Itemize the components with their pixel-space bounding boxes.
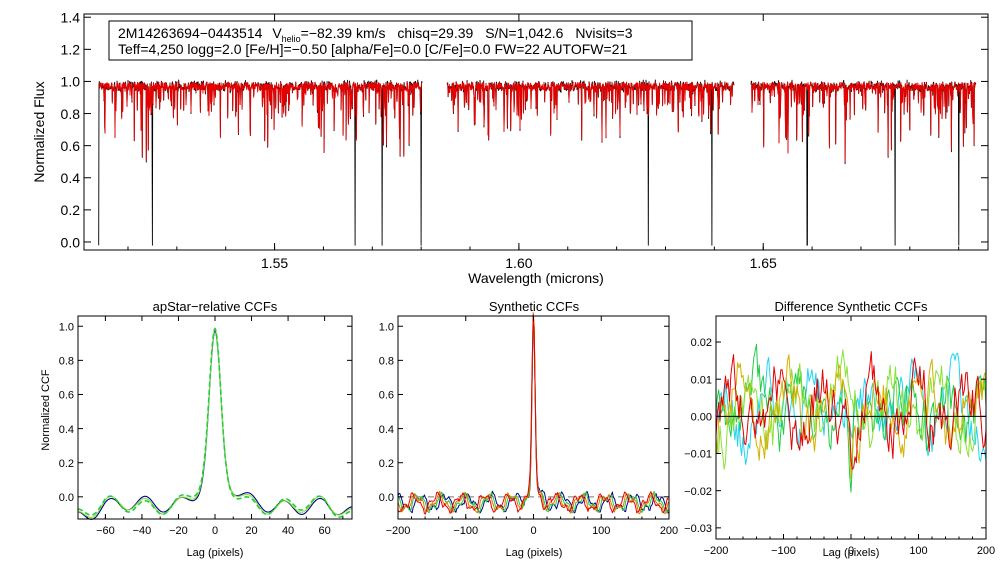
difference-ccf-xlabel: Lag (pixels) <box>823 547 880 559</box>
y-tick-label: 0.0 <box>379 492 394 504</box>
x-tick-label: −200 <box>704 545 729 557</box>
difference-ccf-panel: −200 −100 0 100 200 −0.03 −0.02 −0.01 0.00 0.01 0.… <box>684 299 995 559</box>
ccf-line-visit-3 <box>78 327 353 518</box>
x-tick-label: −200 <box>386 525 411 537</box>
synthetic-ccf-line-visit-3 <box>397 312 669 515</box>
y-tick-label: 0.4 <box>59 424 74 436</box>
spectrum-axes-frame <box>83 13 989 251</box>
legend-line-1: 2M14263694−0443514 Vhelio=−82.39 km/s ch… <box>118 25 633 44</box>
synthetic-ccf-line-visit-2 <box>397 316 669 514</box>
y-tick-label: 1.4 <box>61 10 81 26</box>
legend-params: Teff=4,250 logg=2.0 [Fe/H]=−0.50 [alpha/… <box>118 41 627 57</box>
spectrum-ticks: 1.55 1.60 1.65 0.0 0.2 0.4 0.6 0.8 1.0 1.2 1.4 <box>61 10 988 271</box>
y-tick-label: −0.03 <box>684 523 712 535</box>
synthetic-ccf-series <box>397 312 669 515</box>
legend-vhelio-value: =−82.39 km/s <box>301 25 386 41</box>
x-tick-label: −60 <box>96 525 115 537</box>
difference-ccf-ticks: −200 −100 0 100 200 −0.03 −0.02 −0.01 0.00 0.01 0.… <box>684 316 995 557</box>
y-tick-label: 1.0 <box>59 321 74 333</box>
legend-sn: S/N=1,042.6 <box>485 25 563 41</box>
y-tick-label: −0.02 <box>684 486 712 498</box>
x-tick-label: 100 <box>909 545 927 557</box>
synthetic-ccf-line-visit-4 <box>397 314 669 515</box>
y-tick-label: 0.4 <box>61 170 81 186</box>
x-tick-label: −100 <box>771 545 796 557</box>
y-tick-label: 0.8 <box>59 356 74 368</box>
synthetic-spectrum-line <box>750 81 976 163</box>
x-tick-label: 1.65 <box>750 255 777 271</box>
y-tick-label: 0.6 <box>61 138 81 154</box>
apstar-ccf-axes-frame <box>77 315 353 520</box>
x-tick-label: 1.60 <box>505 255 532 271</box>
spectrum-xlabel: Wavelength (microns) <box>468 270 604 286</box>
ccf-line-visit-2 <box>78 328 352 519</box>
legend-vhelio-label: V <box>272 25 282 41</box>
x-tick-label: 60 <box>318 525 330 537</box>
y-tick-label: 0.6 <box>379 390 394 402</box>
x-tick-label: −20 <box>169 525 188 537</box>
x-tick-label: 1.55 <box>261 255 288 271</box>
legend-vhelio-sub: helio <box>282 34 301 44</box>
difference-ccf-title: Difference Synthetic CCFs <box>775 299 928 314</box>
synthetic-ccf-line-visit-1 <box>397 324 669 514</box>
legend-chisq: chisq=29.39 <box>397 25 473 41</box>
ccf-line-visit-1 <box>77 330 353 520</box>
difference-ccf-line-visit-2 <box>715 343 987 493</box>
x-tick-label: 40 <box>282 525 294 537</box>
difference-ccf-line-visit-5 <box>715 351 987 470</box>
y-tick-label: 0.4 <box>379 424 394 436</box>
apstar-ccf-ticks: −60 −40 −20 0 20 40 60 0.0 0.2 0.4 0.6 0.8 1.0 <box>59 316 352 537</box>
y-tick-label: 0.8 <box>379 356 394 368</box>
synthetic-ccf-panel: −200 −100 0 100 200 0.0 0.2 0.4 0.6 0.8 1.0 Synthe… <box>379 299 678 559</box>
y-tick-label: 0.6 <box>59 390 74 402</box>
y-tick-label: 0.2 <box>59 458 74 470</box>
y-tick-label: 1.0 <box>379 321 394 333</box>
y-tick-label: −0.01 <box>684 449 712 461</box>
apstar-ccf-ylabel: Normalized CCF <box>40 369 52 451</box>
spectrum-ylabel: Normalized Flux <box>31 81 47 182</box>
difference-ccf-series <box>715 343 987 493</box>
synthetic-ccf-axes-frame <box>397 315 670 520</box>
legend-star-id: 2M14263694−0443514 <box>118 25 263 41</box>
apstar-ccf-series <box>77 327 353 520</box>
y-tick-label: 0.01 <box>691 374 712 386</box>
synthetic-ccf-title: Synthetic CCFs <box>489 299 580 314</box>
x-tick-label: 100 <box>592 525 610 537</box>
x-tick-label: −40 <box>133 525 152 537</box>
y-tick-label: 0.0 <box>61 234 81 250</box>
spectrum-series <box>98 79 977 246</box>
spectrum-panel: 1.55 1.60 1.65 0.0 0.2 0.4 0.6 0.8 1.0 1.2 1.4 Wav… <box>31 10 989 286</box>
x-tick-label: 0 <box>848 545 854 557</box>
apstar-ccf-title: apStar−relative CCFs <box>153 299 278 314</box>
synthetic-ccf-xlabel: Lag (pixels) <box>506 547 563 559</box>
y-tick-label: 0.2 <box>61 202 81 218</box>
apstar-ccf-xlabel: Lag (pixels) <box>187 547 244 559</box>
synthetic-spectrum-line <box>98 81 423 161</box>
y-tick-label: 0.02 <box>691 337 712 349</box>
x-tick-label: −100 <box>453 525 478 537</box>
y-tick-label: 0.00 <box>691 412 712 424</box>
y-tick-label: 0.0 <box>59 492 74 504</box>
y-tick-label: 1.0 <box>61 74 81 90</box>
y-tick-label: 1.2 <box>61 42 81 58</box>
x-tick-label: 0 <box>530 525 536 537</box>
synthetic-ccf-ticks: −200 −100 0 100 200 0.0 0.2 0.4 0.6 0.8 1.0 <box>379 316 678 537</box>
spectrum-legend-box <box>108 20 693 61</box>
apstar-ccf-panel: −60 −40 −20 0 20 40 60 0.0 0.2 0.4 0.6 0.8 1.0 apSta… <box>40 299 353 559</box>
difference-ccf-line-visit-3 <box>715 349 987 470</box>
y-tick-label: 0.8 <box>61 106 81 122</box>
y-tick-label: 0.2 <box>379 458 394 470</box>
x-tick-label: 20 <box>245 525 257 537</box>
x-tick-label: 200 <box>977 545 995 557</box>
x-tick-label: 0 <box>212 525 218 537</box>
legend-nvisits: Nvisits=3 <box>575 25 632 41</box>
x-tick-label: 200 <box>660 525 678 537</box>
synthetic-spectrum-line <box>446 81 735 142</box>
